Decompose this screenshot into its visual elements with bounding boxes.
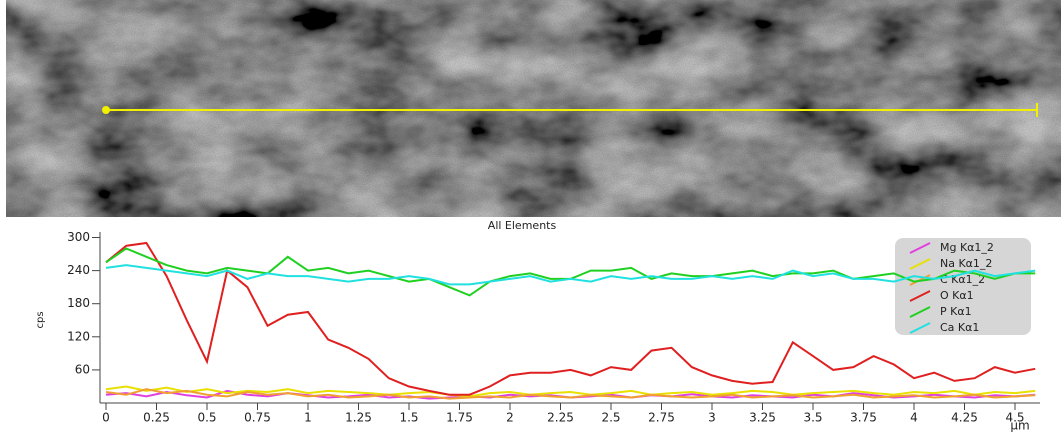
legend-label: Mg Kα1_2 (940, 241, 994, 254)
x-tick-label: 0.75 (244, 411, 271, 425)
y-tick-label: 60 (75, 362, 90, 376)
x-tick-label: 0.25 (143, 411, 170, 425)
x-tick-label: 3 (708, 411, 716, 425)
x-tick-label: 1.75 (446, 411, 473, 425)
y-tick-label: 240 (67, 263, 90, 277)
x-tick-label: 1.25 (345, 411, 372, 425)
y-tick-label: 120 (67, 329, 90, 343)
legend-label: Na Kα1_2 (940, 257, 992, 270)
chart-title: All Elements (488, 219, 557, 232)
x-tick-label: 4.5 (1005, 411, 1024, 425)
y-tick-label: 180 (67, 296, 90, 310)
y-tick-label: 300 (67, 230, 90, 244)
x-tick-label: 3.5 (803, 411, 822, 425)
legend-label: P Kα1 (940, 305, 972, 318)
sem-image (6, 0, 1061, 217)
x-tick-label: 1.5 (399, 411, 418, 425)
legend-label: O Kα1 (940, 289, 974, 302)
x-tick-label: 2.25 (547, 411, 574, 425)
x-tick-label: 3.75 (850, 411, 877, 425)
x-tick-label: 3.25 (749, 411, 776, 425)
legend-label: Ca Kα1 (940, 321, 979, 334)
x-tick-label: 2.75 (648, 411, 675, 425)
y-axis-label: cps (35, 311, 46, 328)
x-tick-label: 1 (304, 411, 312, 425)
x-tick-label: 2 (506, 411, 514, 425)
x-tick-label: 4.25 (951, 411, 978, 425)
scan-start (102, 106, 110, 114)
x-tick-label: 0 (102, 411, 110, 425)
x-tick-label: 4 (910, 411, 918, 425)
eds-line-scan: All Elements cps μm 6012018024030000.250… (0, 0, 1061, 433)
x-tick-label: 2.5 (601, 411, 620, 425)
x-tick-label: 0.5 (197, 411, 216, 425)
